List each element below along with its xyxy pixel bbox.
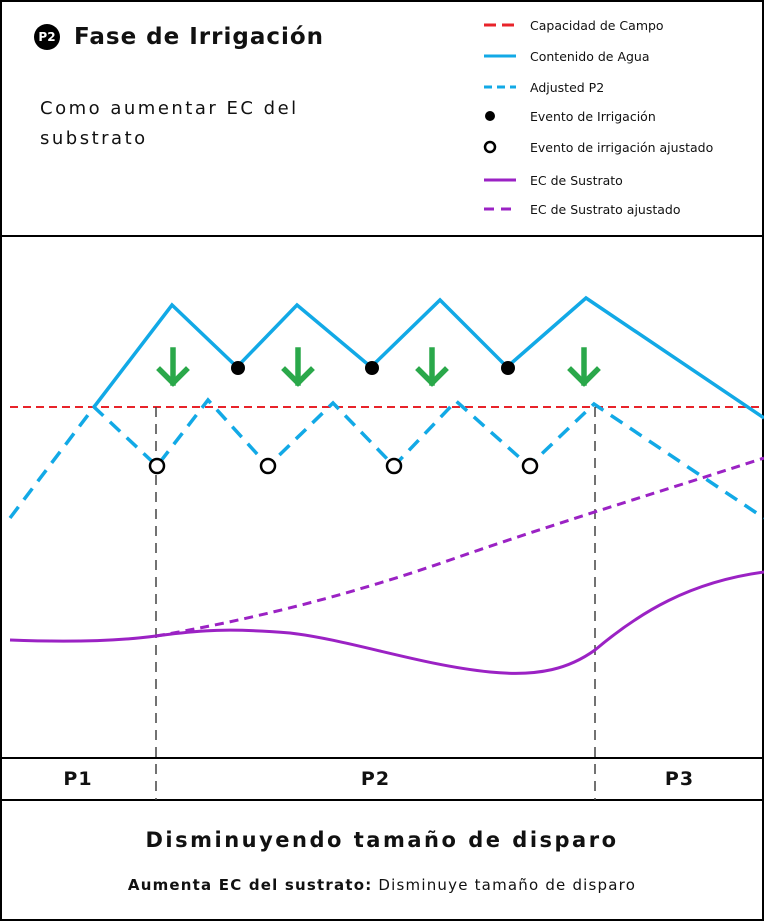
adjusted-irrigation-event bbox=[385, 457, 403, 475]
legend-item-ec-adjusted: EC de Sustrato ajustado bbox=[472, 198, 681, 220]
footer-subtitle: Aumenta EC del sustrato: Disminuye tamañ… bbox=[0, 876, 764, 894]
legend-label: EC de Sustrato bbox=[530, 172, 623, 188]
adjusted-irrigation-event bbox=[148, 457, 166, 475]
legend-swatch-irrigation-event bbox=[485, 111, 495, 121]
phase-label-p3: P3 bbox=[664, 768, 695, 790]
legend-item-ec: EC de Sustrato bbox=[472, 169, 623, 191]
irrigation-event bbox=[365, 361, 379, 375]
arrow-down-icon bbox=[567, 347, 601, 387]
legend-item-water: Contenido de Agua bbox=[472, 45, 650, 67]
footer-bold-text: Aumenta EC del sustrato: bbox=[127, 876, 373, 894]
arrow-down-icon bbox=[281, 347, 315, 387]
legend-label: Evento de irrigación ajustado bbox=[530, 139, 714, 155]
legend-label: Evento de Irrigación bbox=[530, 108, 656, 124]
arrow-down-icon bbox=[415, 347, 449, 387]
ec-substrate-adjusted-line bbox=[155, 456, 764, 638]
irrigation-event bbox=[501, 361, 515, 375]
adjusted-irrigation-event bbox=[259, 457, 277, 475]
adjusted-p2-line bbox=[8, 397, 764, 520]
phase-badge: P2 bbox=[34, 24, 60, 50]
phase-label-p1: P1 bbox=[63, 768, 93, 790]
adjusted-irrigation-event bbox=[521, 457, 539, 475]
chart-area bbox=[8, 295, 764, 800]
legend-swatch-adjusted-irrigation-event bbox=[483, 140, 497, 154]
footer-title: Disminuyendo tamaño de disparo bbox=[145, 828, 619, 852]
page-subtitle: Como aumentar EC del substrato bbox=[40, 98, 299, 149]
ec-substrate-line bbox=[9, 570, 764, 675]
legend-item-adjusted-p2: Adjusted P2 bbox=[472, 76, 604, 98]
legend-item-irrigation-event: Evento de Irrigación bbox=[472, 105, 656, 127]
legend-label: Adjusted P2 bbox=[530, 79, 605, 95]
legend-label: EC de Sustrato ajustado bbox=[530, 201, 681, 217]
arrow-down-icon bbox=[156, 347, 190, 387]
legend-item-adjusted-irrigation-event: Evento de irrigación ajustado bbox=[472, 136, 713, 158]
legend-item-field-capacity: Capacidad de Campo bbox=[472, 14, 664, 36]
water-content-line bbox=[92, 295, 764, 420]
legend-label: Capacidad de Campo bbox=[530, 17, 664, 33]
page-title: Fase de Irrigación bbox=[74, 24, 325, 50]
header-title-row: P2 Fase de Irrigación bbox=[34, 24, 324, 50]
footer-text: Disminuye tamaño de disparo bbox=[378, 876, 637, 894]
irrigation-event bbox=[231, 361, 245, 375]
phase-label-p2: P2 bbox=[360, 768, 391, 790]
legend-label: Contenido de Agua bbox=[530, 48, 650, 64]
legend-swatches bbox=[483, 23, 516, 211]
